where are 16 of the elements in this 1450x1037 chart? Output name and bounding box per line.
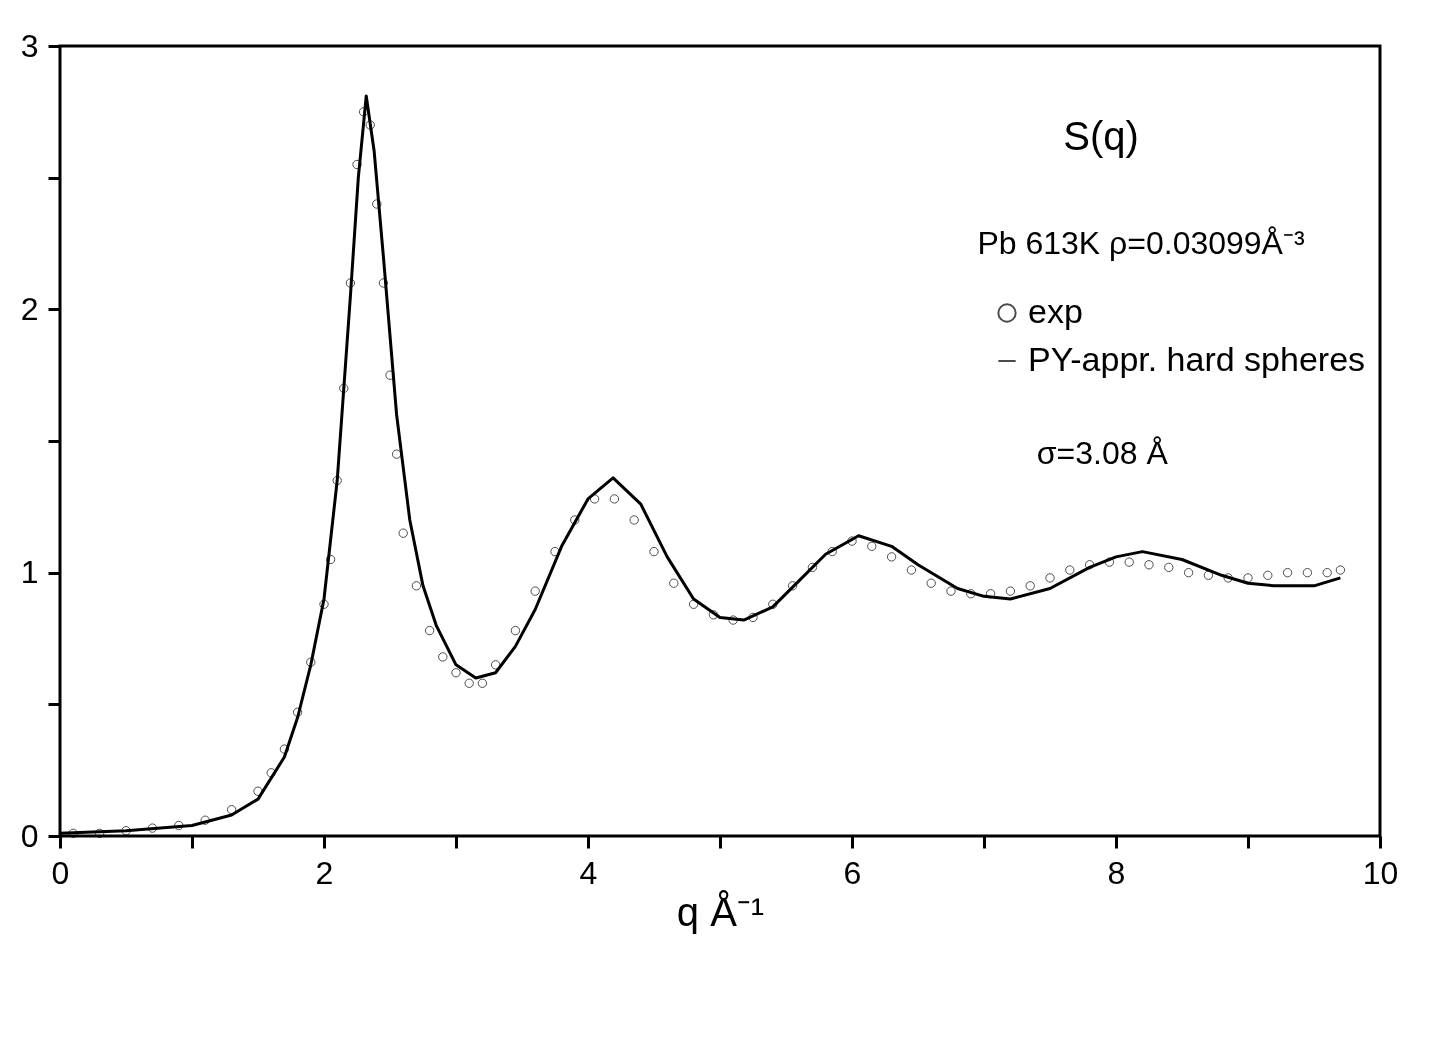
x-tick-label: 10 <box>1362 854 1399 891</box>
y-tick-label: 1 <box>20 554 39 591</box>
y-tick-label: 3 <box>20 27 39 64</box>
y-tick-label: 2 <box>20 290 39 327</box>
x-tick-label: 6 <box>843 854 862 891</box>
x-tick-label: 8 <box>1107 854 1126 891</box>
annotation: Pb 613K ρ=0.03099Å⁻³ <box>977 224 1305 261</box>
x-tick-label: 2 <box>315 854 334 891</box>
x-axis-title: q Å⁻¹ <box>676 889 765 934</box>
legend-label: exp <box>1028 292 1083 330</box>
x-tick-label: 0 <box>51 854 70 891</box>
legend-label: PY-appr. hard spheres <box>1028 340 1366 378</box>
x-tick-label: 4 <box>579 854 598 891</box>
annotation: σ=3.08 Å <box>1036 435 1169 472</box>
annotation: S(q) <box>1063 114 1139 159</box>
y-tick-label: 0 <box>20 817 39 854</box>
